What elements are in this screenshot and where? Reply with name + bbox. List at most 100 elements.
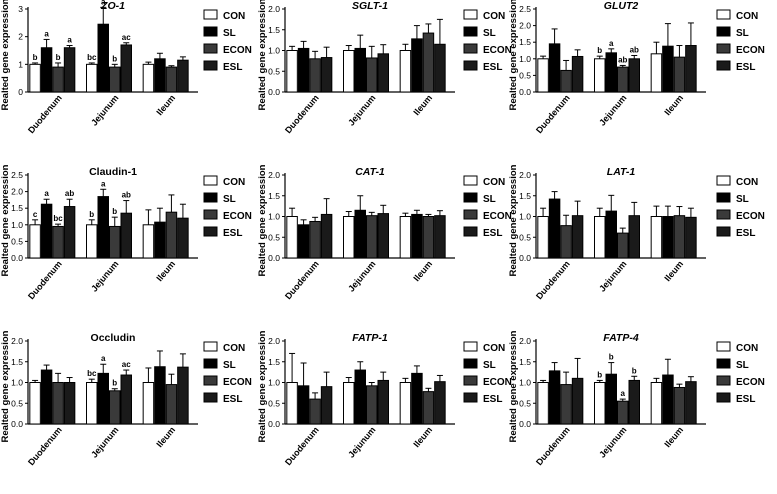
bar-con <box>29 63 41 93</box>
legend-label: SL <box>483 28 496 39</box>
legend-swatch-esl <box>716 60 731 71</box>
chart-panel-3: GLUT2 Realted gene expression 0.0 0.5 1.0 1.5… <box>508 0 765 135</box>
bar-con <box>537 58 549 93</box>
bar-esl <box>120 44 132 93</box>
legend-swatch-econ <box>463 209 478 220</box>
bar-esl <box>434 215 446 259</box>
bar-sl <box>97 23 109 93</box>
x-category-label: Jejunum <box>346 425 377 460</box>
y-tick-label: 2.0 <box>11 187 23 197</box>
x-category-label: Duodenum <box>283 425 321 467</box>
bar-con <box>86 224 98 259</box>
significance-label: b <box>112 379 117 388</box>
bar-con <box>650 216 663 259</box>
bar-con <box>286 50 298 93</box>
bar-sl <box>548 198 561 259</box>
legend-label: ESL <box>223 394 242 405</box>
legend-label: ESL <box>736 62 755 73</box>
legend-swatch-econ <box>463 375 478 386</box>
legend-swatch-esl <box>463 60 478 71</box>
legend-label: CON <box>736 177 758 188</box>
significance-label: ab <box>65 189 74 198</box>
y-tick-label: 0.0 <box>519 87 531 97</box>
bar-econ <box>560 225 572 259</box>
legend-swatch-con <box>716 175 731 186</box>
bar-econ <box>52 66 64 93</box>
legend-label: ESL <box>223 62 242 73</box>
significance-label: ab <box>630 45 639 54</box>
y-tick-label: 0 <box>18 87 23 97</box>
x-category-label: Duodenum <box>534 425 572 467</box>
significance-label: a <box>101 0 106 6</box>
significance-label: a <box>621 389 626 398</box>
bar-esl <box>377 53 389 93</box>
significance-label: ac <box>122 360 131 369</box>
legend-swatch-econ <box>203 43 218 54</box>
bar-sl <box>154 58 166 93</box>
chart-title: Claudin-1 <box>89 166 137 178</box>
legend-swatch-con <box>716 341 731 352</box>
bar-econ <box>422 32 435 93</box>
significance-label: b <box>112 207 117 216</box>
legend-swatch-econ <box>716 209 731 220</box>
legend-label: CON <box>483 177 505 188</box>
chart-panel-5: CAT-1 Realted gene expression 0.0 0.5 1.0 1.5… <box>257 164 512 301</box>
chart-title: FATP-4 <box>603 332 639 344</box>
bar-sl <box>411 372 423 425</box>
bar-sl <box>411 38 423 93</box>
bar-esl <box>63 47 76 93</box>
y-tick-label: 1.5 <box>519 37 531 47</box>
significance-label: bc <box>87 53 97 62</box>
bar-sl <box>354 369 366 425</box>
chart-panel-9: FATP-4 Realted gene expression 0.0 0.5 1.0 1.… <box>508 330 765 467</box>
legend-label: CON <box>736 343 758 354</box>
y-tick-label: 1 <box>18 59 23 69</box>
bar-esl <box>63 382 76 425</box>
bar-sl <box>548 370 561 425</box>
legend-label: SL <box>223 360 236 371</box>
bar-sl <box>662 45 674 93</box>
y-tick-label: 2.0 <box>268 4 280 14</box>
significance-label: b <box>597 46 602 55</box>
y-axis-label: Realted gene expression <box>0 164 11 276</box>
y-tick-label: 1.0 <box>11 378 23 388</box>
bar-econ <box>109 66 121 93</box>
bar-esl <box>320 213 333 259</box>
x-category-label: Duodenum <box>26 259 64 301</box>
legend-swatch-con <box>203 175 218 186</box>
y-tick-label: 3 <box>18 4 23 14</box>
chart-title: FATP-1 <box>352 332 388 344</box>
bar-con <box>343 216 355 259</box>
legend-swatch-sl <box>463 358 478 369</box>
y-tick-label: 2.0 <box>268 170 280 180</box>
bar-esl <box>177 366 189 425</box>
legend-label: SL <box>223 28 236 39</box>
legend-swatch-sl <box>716 192 731 203</box>
y-tick-label: 0.0 <box>268 87 280 97</box>
legend-swatch-con <box>463 9 478 20</box>
y-axis-label: Realted gene expression <box>0 330 11 442</box>
bar-esl <box>177 59 189 93</box>
bar-econ <box>617 232 629 259</box>
bar-sl <box>40 47 53 93</box>
y-tick-label: 2.5 <box>11 170 23 180</box>
legend-swatch-sl <box>203 358 218 369</box>
legend-label: ESL <box>483 62 502 73</box>
y-tick-label: 2.0 <box>519 170 531 180</box>
chart-title: GLUT2 <box>604 0 639 12</box>
legend-swatch-econ <box>716 43 731 54</box>
y-axis-label: Realted gene expression <box>257 164 268 276</box>
y-tick-label: 1.5 <box>519 191 531 201</box>
x-category-label: Duodenum <box>534 93 572 135</box>
legend-label: ESL <box>736 228 755 239</box>
x-category-label: Ileum <box>411 259 434 283</box>
y-tick-label: 1.5 <box>11 357 23 367</box>
bar-esl <box>320 57 333 93</box>
bar-econ <box>109 390 121 425</box>
legend-swatch-con <box>203 341 218 352</box>
y-axis-label: Realted gene expression <box>0 0 11 110</box>
bar-sl <box>354 209 366 259</box>
legend-swatch-esl <box>463 226 478 237</box>
